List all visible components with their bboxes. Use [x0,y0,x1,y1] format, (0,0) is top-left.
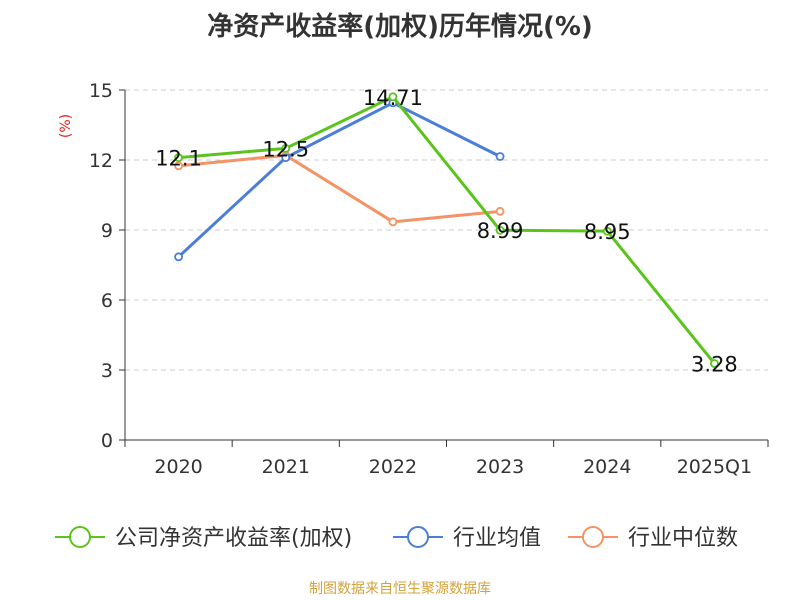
series-line-2 [177,101,501,258]
data-label: 12.1 [155,147,202,171]
y-tick-label: 0 [101,430,113,452]
legend-item-2[interactable]: 行业均值 [393,526,541,551]
data-point[interactable] [174,161,183,171]
data-point[interactable] [495,206,505,216]
y-tick-label: 6 [101,290,113,312]
chart-title: 净资产收益率(加权)历年情况(%) [207,12,593,42]
y-tick-label: 12 [89,150,113,172]
data-label: 8.99 [477,219,524,243]
axes: 0 3 6 9 12 15 2020 2021 2022 2023 2024 2025Q1 (%) [58,80,769,478]
x-tick-label: 2022 [369,456,417,478]
data-point[interactable] [174,153,183,163]
x-tick-label: 2025Q1 [677,456,752,478]
y-tick-label: 15 [89,80,113,102]
legend-label: 行业中位数 [628,526,738,551]
legend-label: 行业均值 [453,526,541,551]
legend-item-1[interactable]: 公司净资产收益率(加权) [55,526,352,551]
data-point[interactable] [281,153,291,163]
data-labels: 12.1 12.5 14.71 8.99 8.95 3.28 [155,86,738,377]
legend-marker [69,526,91,548]
series-line-3 [178,153,501,224]
data-point[interactable] [388,217,398,227]
series-lines [174,92,719,368]
data-label: 3.28 [691,352,738,376]
data-point[interactable] [281,143,291,153]
y-tick-label: 3 [101,360,113,382]
grid-lines [125,89,768,371]
data-label: 14.71 [363,86,423,110]
data-point[interactable] [602,226,612,236]
legend-marker [407,526,429,548]
legend[interactable]: 公司净资产收益率(加权) 行业均值 行业中位数 [55,526,738,551]
y-axis-label: (%) [58,114,74,138]
x-tick-label: 2023 [476,456,524,478]
series-line-1 [178,95,716,365]
data-point[interactable] [495,225,505,235]
data-point[interactable] [388,92,398,102]
legend-item-3[interactable]: 行业中位数 [568,526,738,551]
legend-label: 公司净资产收益率(加权) [115,526,352,551]
data-label: 12.5 [262,137,309,161]
source-note: 制图数据来自恒生聚源数据库 [309,581,491,597]
y-tick-label: 9 [101,220,113,242]
x-tick-label: 2021 [262,456,310,478]
x-tick-label: 2024 [583,456,631,478]
data-point[interactable] [710,359,719,368]
x-tick-label: 2020 [154,456,202,478]
data-point[interactable] [495,152,505,161]
legend-marker [582,526,604,548]
data-point[interactable] [174,252,183,262]
data-label: 8.95 [584,220,631,244]
